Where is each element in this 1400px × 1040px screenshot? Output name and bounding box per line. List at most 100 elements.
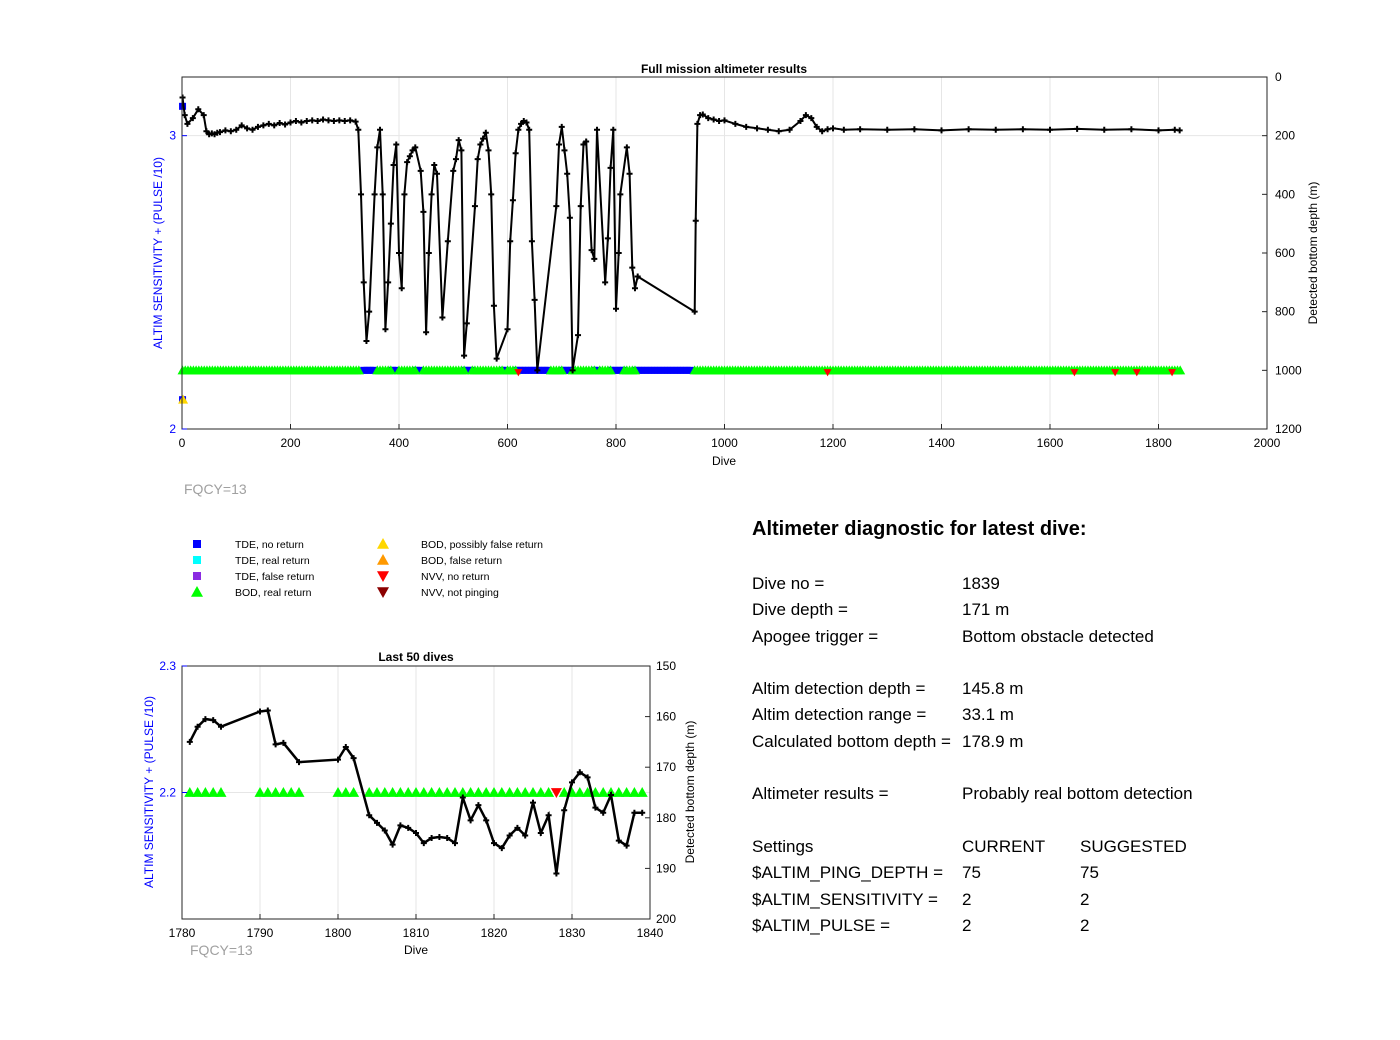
- depth-point: [566, 214, 573, 221]
- depth-point: [406, 153, 413, 160]
- diagnostic-row-value2: 75: [1080, 863, 1099, 883]
- legend-triangle-icon: [377, 538, 389, 549]
- depth-point: [382, 326, 389, 333]
- depth-point: [425, 250, 432, 256]
- depth-point: [298, 119, 305, 126]
- y-right-tick-label: 190: [656, 861, 676, 875]
- diagnostic-row-label: Dive depth =: [752, 600, 848, 620]
- depth-point: [459, 794, 466, 801]
- bod-real-return-marker: [556, 365, 567, 375]
- legend-label: BOD, possibly false return: [421, 539, 543, 551]
- y-right-tick-label: 1200: [1275, 422, 1302, 436]
- depth-point: [320, 116, 327, 123]
- y-right-tick-label: 150: [656, 659, 676, 673]
- depth-point: [325, 117, 332, 124]
- depth-point: [314, 118, 321, 124]
- depth-point: [634, 273, 641, 280]
- depth-point: [439, 314, 446, 321]
- depth-point: [602, 279, 609, 286]
- depth-point: [342, 743, 349, 750]
- depth-point: [210, 717, 217, 724]
- bod-real-return-marker: [379, 787, 391, 797]
- x-tick-label: 1400: [928, 436, 955, 450]
- depth-point: [387, 220, 394, 227]
- depth-point: [591, 255, 598, 262]
- depth-point: [377, 126, 384, 133]
- depth-point: [840, 126, 847, 133]
- x-tick-label: 0: [179, 436, 186, 450]
- depth-line: [181, 97, 1180, 371]
- depth-point: [623, 144, 630, 151]
- depth-point: [371, 191, 378, 198]
- bod-real-return-marker: [465, 787, 477, 797]
- depth-point: [692, 217, 699, 224]
- bod-real-return-marker: [449, 787, 461, 797]
- depth-point: [420, 208, 427, 215]
- bod-real-return-marker: [262, 787, 274, 797]
- bod-real-return-marker: [441, 787, 453, 797]
- bod-real-return-marker: [496, 787, 508, 797]
- bod-real-return-marker: [504, 787, 516, 797]
- legend-triangle-icon: [377, 554, 389, 565]
- depth-point: [1019, 126, 1026, 133]
- depth-point: [450, 167, 457, 174]
- depth-point: [244, 125, 251, 132]
- depth-point: [493, 355, 500, 362]
- depth-point: [512, 150, 519, 157]
- depth-point: [276, 120, 283, 127]
- diagnostic-row-label: Dive no =: [752, 574, 825, 593]
- depth-point: [195, 106, 202, 113]
- depth-point: [600, 809, 607, 816]
- legend-square-icon: [193, 556, 201, 564]
- depth-point: [483, 817, 490, 824]
- depth-point: [397, 822, 404, 829]
- depth-point: [534, 367, 541, 374]
- depth-point: [184, 120, 191, 127]
- bod-real-return-marker: [636, 787, 648, 797]
- main-chart-ticks: 0 200 400 600 800 1000 1200 1400 1600 1800 2000 2 3 0…: [169, 70, 1302, 450]
- small-left-axis-label: ALTIM SENSITIVITY + (PULSE /10): [142, 696, 156, 888]
- diagnostic-row: $ALTIM_PULSE = 2 2: [752, 913, 1372, 939]
- bod-real-return-marker: [543, 787, 555, 797]
- depth-point: [363, 338, 370, 344]
- diagnostic-row-value: Probably real bottom detection: [962, 784, 1193, 804]
- depth-point: [401, 191, 408, 198]
- depth-point: [824, 126, 831, 133]
- depth-point: [631, 809, 638, 816]
- small-right-axis-label: Detected bottom depth (m): [683, 721, 697, 864]
- bod-real-return-marker: [1175, 365, 1186, 375]
- depth-point: [569, 779, 575, 786]
- depth-point: [537, 829, 544, 836]
- depth-point: [423, 329, 430, 336]
- depth-point: [514, 824, 521, 831]
- bod-real-return-marker: [613, 787, 625, 797]
- tde-no-return-marker: [686, 366, 694, 374]
- depth-point: [309, 117, 316, 124]
- x-tick-label: 1000: [711, 436, 738, 450]
- depth-point: [743, 123, 750, 130]
- diagnostic-spacer: [752, 755, 1372, 781]
- x-tick-label: 1820: [481, 926, 508, 940]
- diagnostic-row-value: 2: [962, 915, 972, 935]
- bod-real-return-marker: [348, 787, 360, 797]
- bod-real-return-marker: [597, 787, 609, 797]
- x-tick-label: 1200: [820, 436, 847, 450]
- bod-real-return-marker: [184, 787, 196, 797]
- x-tick-label: 1810: [403, 926, 430, 940]
- nvv-no-return-marker: [550, 788, 562, 798]
- diagnostic-row-value: Bottom obstacle detected: [962, 626, 1154, 646]
- depth-point: [594, 126, 601, 133]
- depth-point: [522, 832, 529, 839]
- y-right-tick-label: 0: [1275, 70, 1282, 84]
- depth-point: [389, 841, 396, 848]
- depth-point: [461, 352, 468, 359]
- y-right-tick-label: 600: [1275, 246, 1295, 260]
- depth-point: [575, 332, 582, 339]
- full-mission-chart: 0 200 400 600 800 1000 1200 1400 1600 1800 2000 2 3 0…: [151, 62, 1320, 497]
- depth-point: [623, 842, 630, 849]
- bod-real-return-marker: [277, 787, 289, 797]
- depth-point: [797, 118, 804, 124]
- depth-point: [705, 115, 712, 122]
- bod-real-return-marker: [480, 787, 492, 797]
- diagnostic-title: Altimeter diagnostic for latest dive:: [752, 518, 1087, 540]
